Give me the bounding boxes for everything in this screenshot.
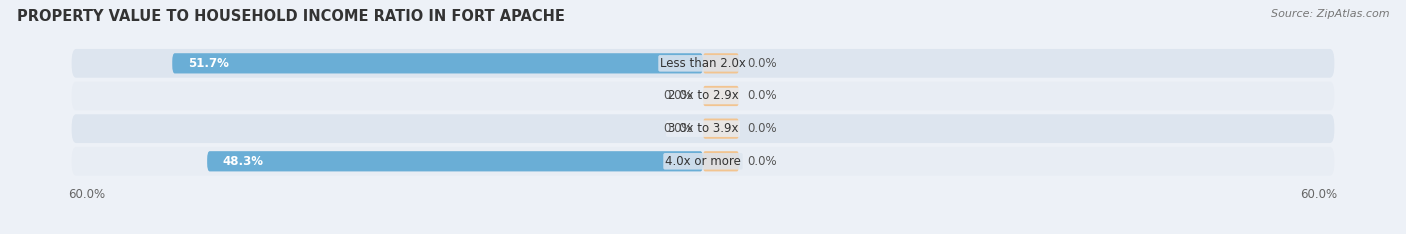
Text: 3.0x to 3.9x: 3.0x to 3.9x xyxy=(668,122,738,135)
FancyBboxPatch shape xyxy=(703,119,740,139)
Text: 0.0%: 0.0% xyxy=(747,57,776,70)
FancyBboxPatch shape xyxy=(207,151,703,172)
Text: 0.0%: 0.0% xyxy=(747,122,776,135)
FancyBboxPatch shape xyxy=(72,49,1334,78)
Text: 4.0x or more: 4.0x or more xyxy=(665,155,741,168)
Text: 0.0%: 0.0% xyxy=(747,89,776,102)
Text: 0.0%: 0.0% xyxy=(747,155,776,168)
Text: 0.0%: 0.0% xyxy=(664,89,693,102)
FancyBboxPatch shape xyxy=(703,86,740,106)
Text: Source: ZipAtlas.com: Source: ZipAtlas.com xyxy=(1271,9,1389,19)
FancyBboxPatch shape xyxy=(72,82,1334,110)
FancyBboxPatch shape xyxy=(72,114,1334,143)
FancyBboxPatch shape xyxy=(72,147,1334,176)
Text: 0.0%: 0.0% xyxy=(664,122,693,135)
Text: 51.7%: 51.7% xyxy=(187,57,229,70)
FancyBboxPatch shape xyxy=(173,53,703,73)
Text: PROPERTY VALUE TO HOUSEHOLD INCOME RATIO IN FORT APACHE: PROPERTY VALUE TO HOUSEHOLD INCOME RATIO… xyxy=(17,9,565,24)
Text: 48.3%: 48.3% xyxy=(222,155,263,168)
Text: 2.0x to 2.9x: 2.0x to 2.9x xyxy=(668,89,738,102)
Text: Less than 2.0x: Less than 2.0x xyxy=(659,57,747,70)
FancyBboxPatch shape xyxy=(703,151,740,172)
FancyBboxPatch shape xyxy=(703,53,740,73)
